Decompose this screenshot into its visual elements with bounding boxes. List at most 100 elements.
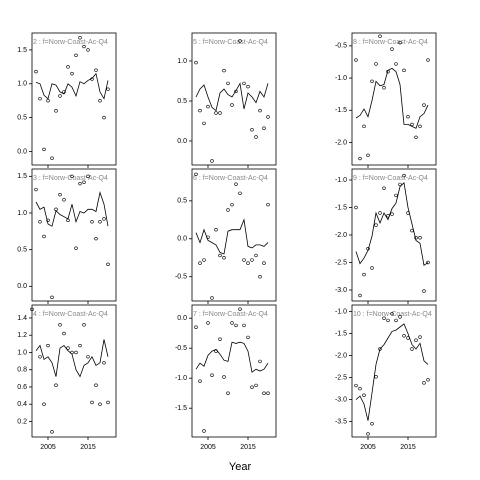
data-point [374,62,378,66]
y-tick-label: -1.5 [175,405,187,412]
data-point [386,69,390,74]
data-point [202,258,206,262]
data-point [210,373,214,377]
data-point [98,402,102,406]
data-point [50,295,54,300]
y-tick-label: 1.5 [17,173,27,180]
data-point [198,108,202,113]
data-point [426,378,430,382]
data-point [242,81,246,86]
data-point [242,258,246,262]
data-point [214,227,218,232]
panel-5: 6 : f=Norw-Coast-Ac-Q4 -0.5 0.0 0.5 [175,168,277,304]
data-point [250,128,254,132]
data-point [354,383,358,388]
data-point [54,109,58,113]
data-point [386,214,390,218]
data-point [222,256,226,260]
data-point [74,246,78,250]
data-point [194,60,198,65]
data-point [78,181,82,186]
data-point [230,103,234,107]
panel-label: 10 : f=Norw-Coast-Ac-Q4 [353,311,432,318]
plot-frame [351,304,437,438]
data-point [410,122,414,127]
data-point [398,182,402,187]
data-point [406,211,410,215]
data-point [222,68,226,73]
fitted-line [355,67,429,129]
data-point [394,318,398,323]
data-point [206,235,210,239]
data-point [210,159,214,163]
y-tick-label: -0.5 [335,43,347,50]
data-point [70,174,74,179]
y-tick-label: -0.5 [175,345,187,352]
data-point [394,62,398,66]
data-point [410,228,414,233]
plot-frame [191,304,277,438]
x-tick-label: 2005 [200,444,216,451]
panel-7: 4 : f=Norw-Coast-Ac-Q4 0.2 0.4 0.6 0.8 1.0 1.2… [17,304,117,451]
data-point [406,115,410,119]
fitted-line [35,190,109,227]
data-point [358,386,362,391]
data-point [226,81,230,86]
data-point [90,77,94,81]
data-point [94,236,98,241]
data-point [66,218,70,223]
panel-label: 9 : f=Norw-Coast-Ac-Q4 [353,175,428,182]
y-tick-label: 0.5 [177,98,187,105]
data-point [230,321,234,325]
data-point [394,193,398,198]
data-point [370,79,374,83]
data-point [74,53,78,58]
data-point [86,355,90,359]
y-tick-label: -2.5 [335,374,347,381]
panels-container: 2 : f=Norw-Coast-Ac-Q4 0.0 0.5 1.0 1.5 5 : f=… [17,32,437,451]
y-tick-label: 0.0 [17,148,27,155]
data-point [218,337,222,341]
data-point [42,234,46,239]
data-point [66,346,70,350]
y-tick-label: -2.5 [335,259,347,266]
y-tick-label: 1.2 [17,332,27,339]
data-point [414,338,418,342]
data-point [194,325,198,329]
data-point [418,335,422,339]
y-tick-label: -2.0 [335,352,347,359]
data-point [94,68,98,72]
y-tick-label: 1.0 [17,210,27,217]
data-point [246,335,250,340]
data-point [58,94,62,98]
y-tick-label: -1.0 [175,375,187,382]
panel-label: 3 : f=Norw-Coast-Ac-Q4 [33,175,108,182]
data-point [366,153,370,158]
data-point [362,124,366,129]
y-tick-label: -1.0 [335,177,347,184]
y-tick-label: -3.0 [335,396,347,403]
data-point [66,65,70,69]
data-point [402,68,406,73]
panel-label: 8 : f=Norw-Coast-Ac-Q4 [353,39,428,46]
panel-label: 2 : f=Norw-Coast-Ac-Q4 [33,39,108,46]
fitted-line [355,181,429,266]
data-point [70,350,74,355]
y-tick-label: -2.0 [335,139,347,146]
panel-label: 5 : f=Norw-Coast-Ac-Q4 [193,39,268,46]
data-point [258,275,262,279]
data-point [242,323,246,328]
data-point [78,343,82,348]
y-tick-label: -1.5 [335,330,347,337]
y-tick-label: 1.5 [17,47,27,54]
data-point [194,172,198,177]
data-point [54,207,58,212]
data-point [238,307,242,311]
data-point [250,258,254,262]
data-point [414,135,418,140]
data-point [406,336,410,340]
data-point [254,383,258,388]
data-point [374,375,378,379]
data-point [82,180,86,184]
